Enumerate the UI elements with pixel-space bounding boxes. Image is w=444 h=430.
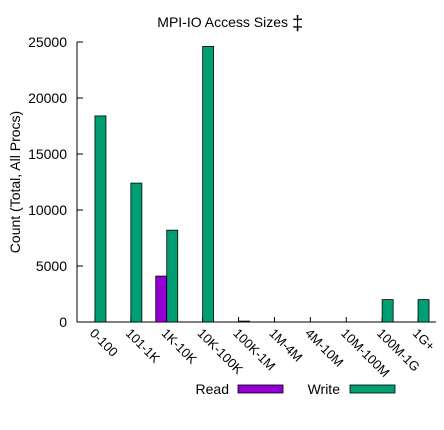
chart-title: MPI-IO Access Sizes [157,14,288,30]
x-tick-label: 1G+ [410,326,438,354]
labels: 0 5000 10000 15000 20000 25000 Count (Total, A… [7,13,438,380]
x-tick-label: 101-1K [123,326,163,366]
title-symbol: ‡ [292,13,303,35]
bar-read-2 [155,275,168,323]
bar-write-0 [94,115,107,323]
y-axis-label: Count (Total, All Procs) [7,111,23,253]
y-tick-label: 20000 [28,90,67,106]
legend-label-read: Read [196,381,229,397]
y-tick-label: 15000 [28,146,67,162]
bar-write-1 [130,182,143,323]
legend-swatch-write [349,384,396,394]
legend-swatch-read [237,384,284,394]
bar-write-8 [381,299,394,323]
legend-label-write: Write [308,381,341,397]
bar-write-2 [166,229,179,323]
bar-write-4 [238,320,250,323]
y-tick-label: 10000 [28,202,67,218]
bar-write-3 [202,46,215,323]
x-tick-label: 4M-10M [302,326,346,370]
legend: Read Write [196,381,396,397]
y-tick-label: 0 [59,314,67,330]
y-tick-label: 5000 [36,258,67,274]
bars [94,46,430,323]
x-tick-label: 0-100 [87,326,121,360]
bar-write-9 [417,299,430,323]
y-tick-label: 25000 [28,34,67,50]
x-tick-label: 1K-10K [159,326,201,368]
